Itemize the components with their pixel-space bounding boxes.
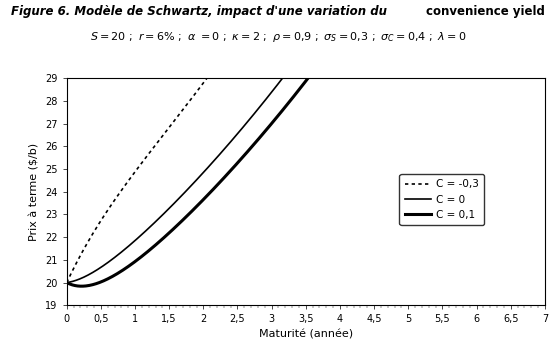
C = 0,1 xyxy=(78,284,85,288)
C = 0 xyxy=(198,173,205,177)
Text: convenience yield: convenience yield xyxy=(426,5,545,18)
C = -0,3 xyxy=(63,280,70,285)
C = -0,3 xyxy=(198,83,205,88)
C = 0,1 xyxy=(215,181,222,186)
Text: Figure 6. Modèle de Schwartz, impact d'une variation du: Figure 6. Modèle de Schwartz, impact d'u… xyxy=(11,5,387,18)
C = -0,3 xyxy=(215,61,221,66)
C = 0,1 xyxy=(199,199,206,203)
C = 0,1 xyxy=(181,216,188,220)
C = -0,3 xyxy=(180,106,187,111)
Line: C = 0: C = 0 xyxy=(67,0,545,283)
C = 0,1 xyxy=(63,280,70,285)
Line: C = 0,1: C = 0,1 xyxy=(67,0,545,286)
Legend: C = -0,3, C = 0, C = 0,1: C = -0,3, C = 0, C = 0,1 xyxy=(399,174,484,225)
X-axis label: Maturité (année): Maturité (année) xyxy=(259,330,353,340)
Text: $S = 20\ ;\ r = 6\%\ ;\ \alpha\ =0\ ;\ \kappa = 2\ ;\ \rho = 0{,}9\ ;\ \sigma_S : $S = 20\ ;\ r = 6\%\ ;\ \alpha\ =0\ ;\ \… xyxy=(90,30,466,44)
C = 0 xyxy=(63,280,70,285)
Y-axis label: Prix à terme ($/b): Prix à terme ($/b) xyxy=(29,143,39,241)
C = 0 xyxy=(215,154,221,158)
C = 0 xyxy=(180,191,187,196)
Line: C = -0,3: C = -0,3 xyxy=(67,0,545,283)
